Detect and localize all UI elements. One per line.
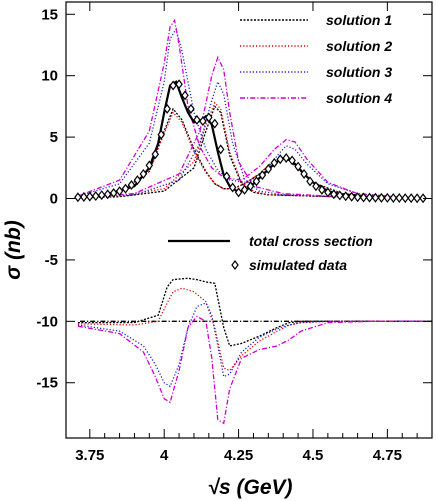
data-point (264, 164, 273, 175)
solution-1-interference (77, 277, 426, 347)
y-tick-label: -10 (36, 313, 58, 330)
data-point (228, 182, 237, 193)
x-tick-label: 4 (160, 447, 169, 464)
legend-label: solution 2 (326, 38, 392, 54)
x-tick-label: 3.75 (75, 447, 104, 464)
legend-label: solution 1 (326, 12, 392, 28)
data-point (306, 176, 314, 187)
data-point (86, 191, 94, 202)
data-point (270, 157, 279, 168)
data-point (211, 118, 219, 129)
data-point (115, 186, 124, 197)
data-point (252, 176, 261, 187)
solution-4-interference (77, 315, 426, 425)
solution-3-interference (77, 302, 426, 388)
solution-4-resonance-b (77, 55, 427, 199)
data-point (205, 112, 213, 123)
data-point (341, 191, 350, 202)
solution-3-resonance-a (77, 27, 427, 199)
data-point (216, 144, 225, 155)
data-point (282, 152, 290, 163)
data-point (288, 155, 296, 166)
data-point (276, 154, 284, 165)
data-point (312, 181, 320, 192)
legend-top: solution 1 solution 2 solution 3 solution 4 (240, 12, 392, 106)
data-point (300, 168, 308, 179)
axis-layer: 3.75 4 4.25 4.5 4.75 15 10 5 0 -5 -10 -15 (36, 2, 432, 464)
x-tick-label: 4.75 (373, 447, 402, 464)
data-point (133, 175, 142, 186)
legend-swatch-diamond (231, 260, 239, 270)
y-tick-label: 15 (41, 6, 58, 23)
data-point (92, 191, 100, 202)
data-point (181, 90, 189, 101)
solution-2-interference (77, 287, 426, 372)
x-tick-label: 4.25 (224, 447, 253, 464)
legend-label: total cross section (249, 233, 373, 249)
data-point (413, 193, 421, 204)
data-point (199, 116, 207, 127)
data-point (97, 190, 106, 201)
data-point (359, 192, 368, 203)
data-point (377, 192, 386, 203)
data-point (336, 190, 344, 201)
data-point (187, 103, 195, 114)
solution-1-resonance-b (77, 105, 427, 199)
legend-label: solution 3 (326, 64, 392, 80)
data-point (389, 193, 398, 204)
data-point (163, 103, 171, 114)
data-point (371, 192, 380, 203)
series-layer (77, 18, 432, 425)
data-point (318, 184, 326, 195)
data-point (234, 187, 243, 198)
data-point (240, 184, 249, 195)
data-point (407, 193, 415, 204)
data-point (294, 161, 302, 172)
data-point (151, 149, 160, 160)
data-point (395, 193, 404, 204)
data-point (175, 79, 183, 90)
simulated-data-markers (74, 79, 427, 204)
x-axis-label: √s (GeV) (207, 476, 292, 499)
y-tick-label: 10 (41, 68, 58, 85)
data-point (347, 191, 356, 202)
x-tick-label: 4.5 (303, 447, 324, 464)
data-point (169, 80, 177, 91)
data-point (365, 192, 374, 203)
y-tick-label: -5 (45, 252, 58, 269)
data-point (246, 181, 255, 192)
data-point (222, 171, 231, 182)
solution-2-resonance-b (77, 101, 427, 199)
data-point (258, 170, 267, 181)
data-point (109, 187, 118, 198)
plot-frame (65, 1, 433, 439)
data-point (157, 129, 165, 140)
data-point (80, 192, 88, 203)
legend-bottom: total cross section simulated data (168, 233, 373, 273)
legend-label: solution 4 (326, 90, 392, 106)
data-point (324, 187, 332, 198)
y-tick-label: -15 (36, 375, 58, 392)
data-point (139, 168, 148, 179)
y-tick-label: 5 (50, 129, 58, 146)
data-point (401, 193, 409, 204)
data-point (74, 192, 82, 203)
y-tick-label: 0 (50, 191, 58, 208)
data-point (193, 114, 201, 125)
solution-4-resonance-a (77, 18, 427, 199)
data-point (383, 192, 392, 203)
y-axis-label: σ (nb) (2, 220, 25, 279)
data-point (127, 179, 136, 190)
data-point (145, 160, 154, 171)
legend-label: simulated data (249, 257, 347, 273)
data-point (121, 183, 130, 194)
data-point (103, 189, 112, 200)
data-point (353, 192, 362, 203)
data-point (330, 189, 338, 200)
